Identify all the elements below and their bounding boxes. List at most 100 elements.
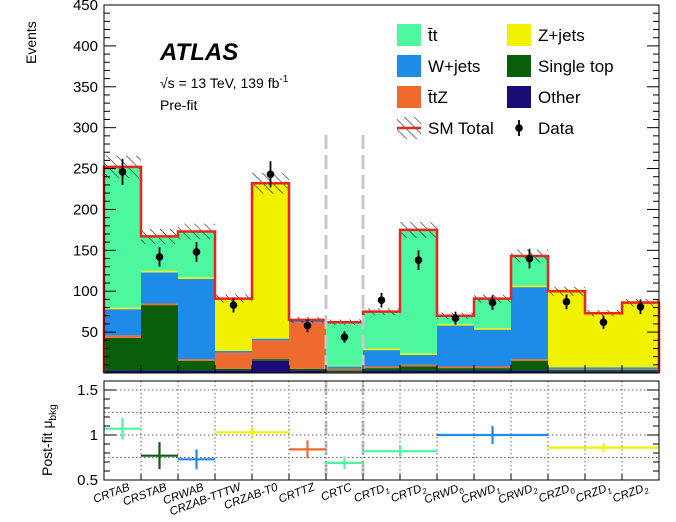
bar-singletop-CRZD0 bbox=[548, 369, 586, 372]
y-tick-label-350: 350 bbox=[73, 79, 98, 96]
atlas-label: ATLAS bbox=[159, 39, 238, 66]
ratio-grid bbox=[104, 381, 659, 480]
bar-singletop-CRZAB-TTTW bbox=[215, 368, 253, 371]
bar-singletop-CRWD0 bbox=[437, 368, 475, 371]
legend-label-smtotal: SM Total bbox=[428, 119, 494, 138]
bar-other-CRZD0 bbox=[548, 371, 586, 373]
bar-ttz-CRZD1 bbox=[585, 368, 623, 370]
data-points-layer bbox=[118, 158, 645, 343]
legend: t̄t Z+jets W+jets Single top t̄tZ Other SM Tot… bbox=[397, 24, 614, 139]
bar-zjets-CRTC bbox=[326, 365, 364, 367]
bar-singletop-CRSTAB bbox=[141, 305, 179, 371]
bar-singletop-CRZD1 bbox=[585, 369, 623, 372]
legend-swatch-data-marker bbox=[515, 124, 523, 132]
y-tick-label-250: 250 bbox=[73, 161, 98, 178]
bar-other-CRWD1 bbox=[474, 370, 512, 373]
bar-wjets-CRZD0 bbox=[548, 367, 586, 369]
ratio-y-tick-label: 1.5 bbox=[77, 382, 98, 399]
legend-swatch-zjets bbox=[507, 24, 531, 46]
bar-ttbar-CRTAB bbox=[104, 166, 142, 308]
data-point-CRSTAB bbox=[155, 253, 164, 261]
y-axis-title: Events bbox=[23, 21, 39, 64]
bar-wjets-CRZAB-T0 bbox=[252, 338, 290, 341]
data-point-CRZAB-T0 bbox=[266, 170, 275, 179]
bar-other-CRTD2 bbox=[400, 370, 438, 373]
bar-ttz-CRZAB-TTTW bbox=[215, 352, 253, 369]
bar-singletop-CRTAB bbox=[104, 337, 142, 371]
bar-ttz-CRWAB bbox=[178, 359, 216, 361]
y-tick-label-400: 400 bbox=[73, 38, 98, 55]
fit-stage-label: Pre-fit bbox=[160, 97, 197, 113]
data-point-CRZD2 bbox=[636, 302, 645, 311]
category-label-CRZD0: CRZD0 bbox=[537, 481, 577, 507]
y-tick-label-150: 150 bbox=[73, 242, 98, 259]
bar-zjets-CRWD2 bbox=[511, 285, 549, 288]
legend-label-ttbar: t̄t bbox=[427, 26, 438, 45]
bar-ttbar-CRTD1 bbox=[363, 311, 401, 349]
data-point-CRWD2 bbox=[525, 254, 534, 263]
data-point-CRZAB-TTTW bbox=[229, 301, 238, 309]
bar-other-CRSTAB bbox=[141, 370, 179, 373]
bar-ttbar-CRTD2 bbox=[400, 229, 438, 354]
bar-wjets-CRWAB bbox=[178, 278, 216, 360]
legend-label-singletop: Single top bbox=[538, 57, 614, 76]
bar-ttz-CRTD1 bbox=[363, 366, 401, 369]
region-separators bbox=[324, 135, 365, 480]
legend-label-ttz: t̄tZ bbox=[427, 88, 448, 107]
bar-ttbar-CRTC bbox=[326, 322, 364, 366]
legend-swatch-singletop bbox=[507, 55, 531, 77]
bar-zjets-CRZAB-T0 bbox=[252, 183, 290, 339]
bar-wjets-CRSTAB bbox=[141, 272, 179, 304]
bar-singletop-CRWD2 bbox=[511, 360, 549, 371]
bar-singletop-CRTTZ bbox=[289, 368, 327, 371]
data-point-CRZD1 bbox=[599, 318, 608, 327]
y-tick-label-300: 300 bbox=[73, 120, 98, 137]
bar-ttz-CRTAB bbox=[104, 335, 142, 338]
bar-wjets-CRWD1 bbox=[474, 329, 512, 367]
bar-ttz-CRWD1 bbox=[474, 366, 512, 369]
bar-zjets-CRTAB bbox=[104, 307, 142, 310]
legend-label-data: Data bbox=[538, 119, 574, 138]
bar-zjets-CRTD2 bbox=[400, 353, 438, 356]
legend-swatch-ttbar bbox=[397, 24, 421, 46]
energy-lumi-label: √s = 13 TeV, 139 fb-1 bbox=[160, 74, 289, 91]
legend-swatch-wjets bbox=[397, 55, 421, 77]
bar-wjets-CRWD0 bbox=[437, 325, 475, 367]
bar-other-CRTTZ bbox=[289, 370, 327, 373]
data-point-CRTAB bbox=[118, 168, 127, 176]
bar-ttz-CRTC bbox=[326, 368, 364, 371]
y-tick-label-200: 200 bbox=[73, 201, 98, 218]
main-y-axis: 50 100 150 200 250 300 350 400 450 bbox=[73, 0, 660, 374]
bar-other-CRZD1 bbox=[585, 371, 623, 373]
ratio-y-axis-title: Post-fit μbkg bbox=[39, 404, 59, 476]
bar-wjets-CRTD1 bbox=[363, 350, 401, 367]
main-plot-frame bbox=[103, 4, 660, 374]
legend-swatch-ttz bbox=[397, 86, 421, 108]
y-tick-label-50: 50 bbox=[81, 324, 98, 341]
data-point-CRWAB bbox=[192, 248, 201, 256]
bar-zjets-CRWD1 bbox=[474, 328, 512, 330]
category-label-CRZD2: CRZD2 bbox=[611, 481, 651, 507]
bar-wjets-CRZAB-TTTW bbox=[215, 350, 253, 353]
sm-total-line bbox=[102, 165, 661, 373]
bar-other-CRWD2 bbox=[511, 370, 549, 373]
bar-zjets-CRWAB bbox=[178, 277, 216, 279]
category-label-CRWD2: CRWD2 bbox=[497, 481, 540, 508]
ratio-y-tick-label: 0.5 bbox=[77, 472, 98, 489]
data-point-CRTC bbox=[340, 333, 349, 341]
stacked-bars bbox=[104, 166, 659, 373]
bar-other-CRZAB-TTTW bbox=[215, 370, 253, 373]
ratio-y-tick-label: 1 bbox=[90, 427, 98, 444]
bar-wjets-CRTC bbox=[326, 366, 364, 369]
category-label-CRTD1: CRTD1 bbox=[352, 482, 391, 508]
bar-wjets-CRTD2 bbox=[400, 355, 438, 365]
category-label-CRZD1: CRZD1 bbox=[574, 482, 613, 508]
ratio-points-layer bbox=[104, 417, 659, 470]
category-label-CRTC: CRTC bbox=[320, 481, 355, 503]
bar-other-CRTD1 bbox=[363, 370, 401, 373]
category-label-CRTTZ: CRTTZ bbox=[277, 481, 317, 505]
bar-wjets-CRWD2 bbox=[511, 287, 549, 360]
bar-other-CRWD0 bbox=[437, 370, 475, 373]
bar-singletop-CRZD2 bbox=[622, 369, 659, 372]
